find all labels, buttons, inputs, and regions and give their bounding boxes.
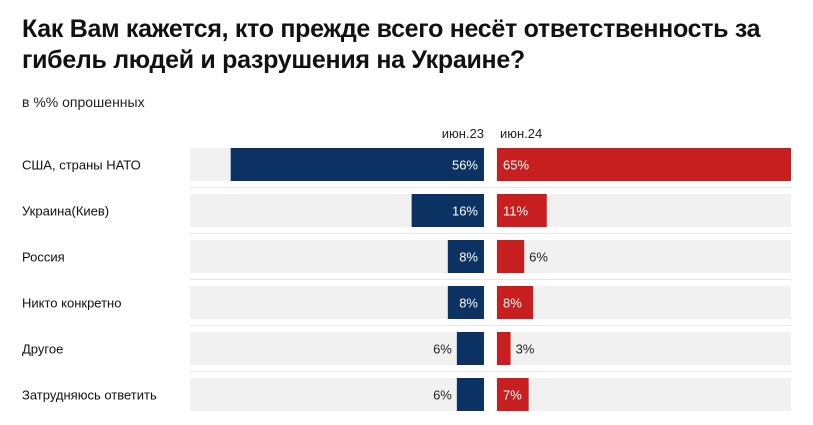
data-label-jun23: 16%: [452, 204, 478, 219]
track-right: [497, 332, 791, 365]
bar-jun23: [456, 332, 484, 365]
category-label: Никто конкретно: [22, 296, 121, 311]
bar-jun23: [456, 378, 484, 411]
category-label: США, страны НАТО: [22, 158, 141, 173]
bar-jun24: [497, 240, 525, 273]
track-right: [497, 378, 791, 411]
track-left: [190, 240, 484, 273]
data-label-jun24: 65%: [503, 158, 529, 173]
bar-jun24: [497, 148, 791, 181]
bar-jun23: [411, 194, 484, 227]
chart-title: Как Вам кажется, кто прежде всего несёт …: [22, 15, 761, 74]
data-label-jun24: 6%: [529, 250, 548, 265]
data-label-jun24: 7%: [503, 388, 522, 403]
data-label-jun23: 6%: [433, 342, 452, 357]
bar-jun24: [497, 194, 547, 227]
category-label: Другое: [22, 342, 63, 357]
bar-jun23: [447, 240, 484, 273]
series-header-jun23: июн.23: [441, 126, 484, 141]
data-label-jun24: 3%: [516, 342, 535, 357]
track-left: [190, 286, 484, 319]
track-left: [190, 332, 484, 365]
bar-jun23: [230, 148, 484, 181]
data-label-jun23: 6%: [433, 388, 452, 403]
series-header-jun24: июн.24: [500, 126, 543, 141]
chart-subtitle: в %% опрошенных: [22, 94, 145, 110]
data-label-jun23: 8%: [459, 250, 478, 265]
bar-jun24: [497, 286, 534, 319]
track-left: [190, 378, 484, 411]
track-right: [497, 240, 791, 273]
track-right: [497, 286, 791, 319]
data-label-jun23: 56%: [452, 158, 478, 173]
data-label-jun24: 11%: [503, 204, 528, 219]
data-label-jun23: 8%: [459, 296, 478, 311]
bar-jun24: [497, 378, 529, 411]
bar-jun24: [497, 332, 511, 365]
category-label: Россия: [22, 250, 65, 265]
data-label-jun24: 8%: [503, 296, 522, 311]
bar-jun23: [447, 286, 484, 319]
category-label: Затрудняюсь ответить: [22, 388, 157, 403]
category-label: Украина(Киев): [22, 204, 109, 219]
